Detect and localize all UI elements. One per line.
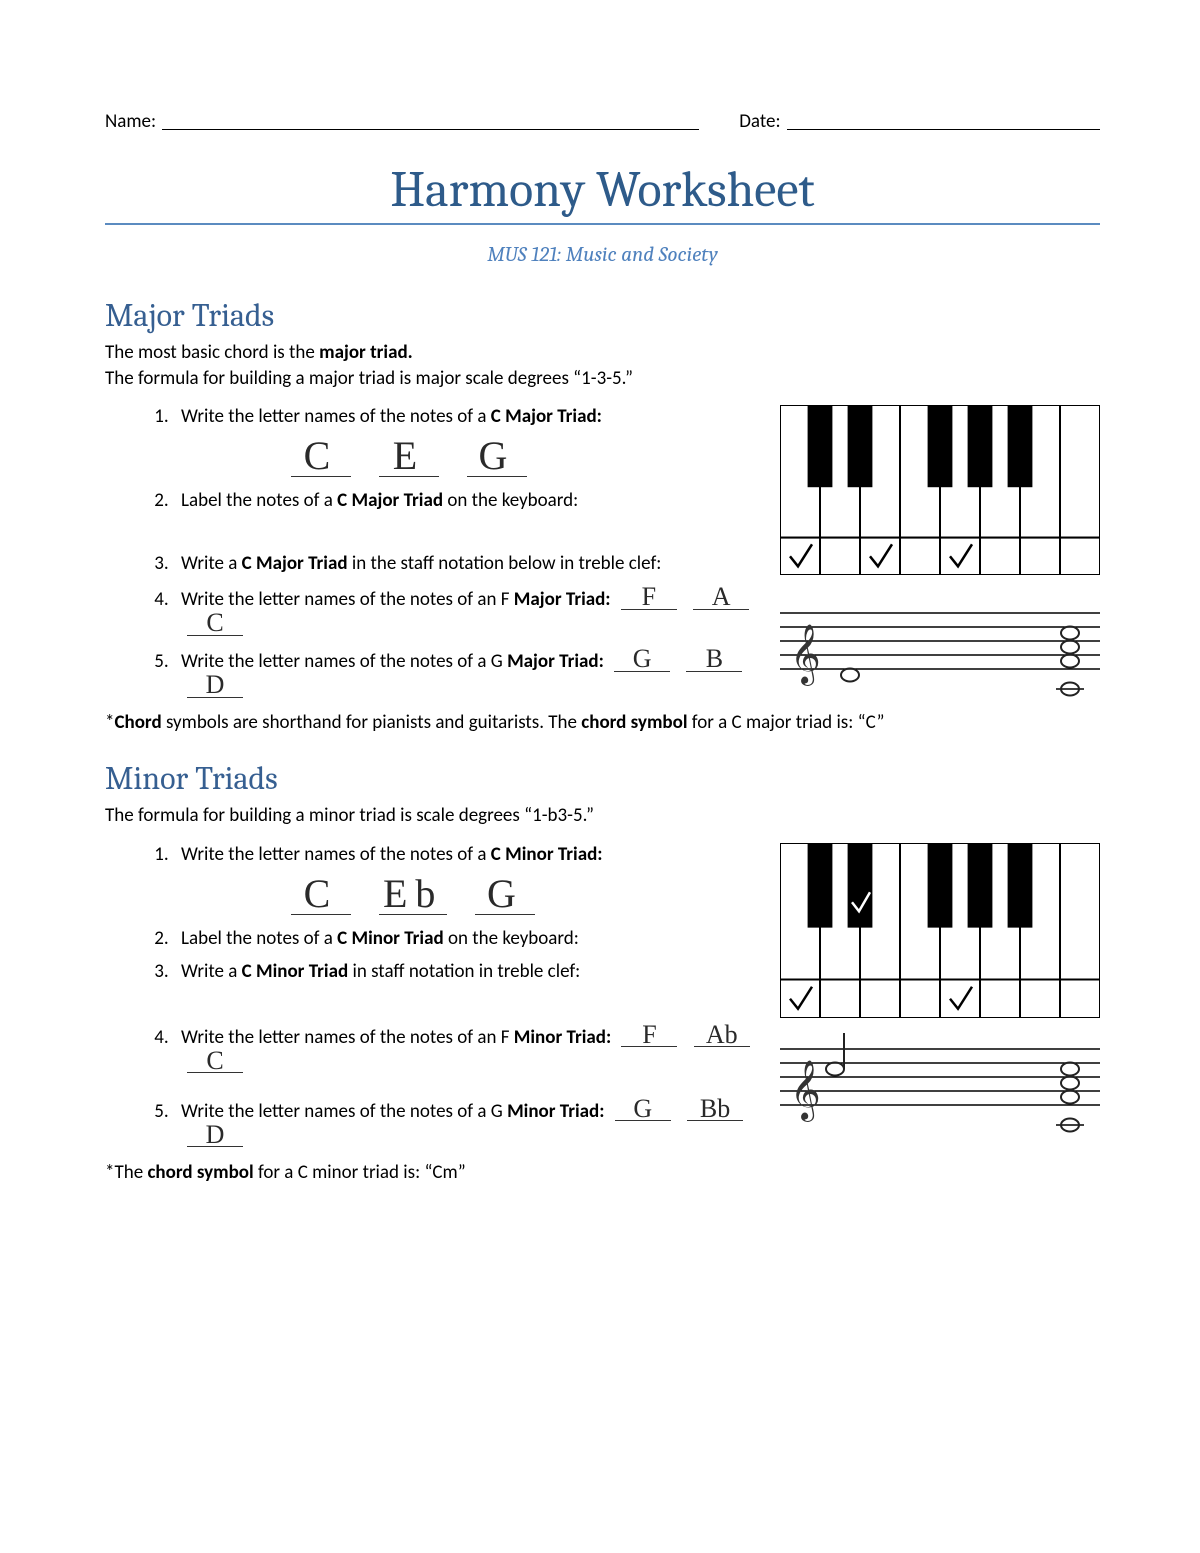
minor-q4: Write the letter names of the notes of a… — [173, 1023, 803, 1087]
svg-text:𝄞: 𝄞 — [790, 1060, 821, 1122]
minor-section: 𝄞 Write the letter names of the notes of… — [105, 843, 1100, 1149]
date-label: Date: — [739, 110, 780, 133]
major-intro-1: The most basic chord is the major triad. — [105, 340, 1100, 366]
major-heading: Major Triads — [105, 297, 1100, 334]
major-intro-2: The formula for building a major triad i… — [105, 366, 1100, 392]
minor-q5: Write the letter names of the notes of a… — [173, 1097, 803, 1149]
staff-minor: 𝄞 — [780, 1031, 1100, 1146]
major-section: 𝄞 Write the letter names of the notes of… — [105, 405, 1100, 699]
major-footnote: *Chord symbols are shorthand for pianist… — [105, 711, 1100, 734]
date-blank[interactable] — [787, 110, 1100, 130]
name-label: Name: — [105, 110, 156, 133]
minor-heading: Minor Triads — [105, 760, 1100, 797]
minor-footnote: *The chord symbol for a C minor triad is… — [105, 1161, 1100, 1184]
svg-text:𝄞: 𝄞 — [790, 624, 821, 686]
name-blank[interactable] — [162, 110, 699, 130]
staff-major: 𝄞 — [780, 595, 1100, 710]
keyboard-major — [780, 405, 1100, 575]
keyboard-minor — [780, 843, 1100, 1018]
title-rule — [105, 223, 1100, 225]
header-row: Name: Date: — [105, 110, 1100, 133]
page-subtitle: MUS 121: Music and Society — [105, 243, 1100, 267]
minor-intro: The formula for building a minor triad i… — [105, 803, 1100, 829]
major-q4: Write the letter names of the notes of a… — [173, 585, 803, 637]
major-q5: Write the letter names of the notes of a… — [173, 647, 803, 699]
page-title: Harmony Worksheet — [105, 161, 1100, 219]
worksheet-page: Name: Date: Harmony Worksheet MUS 121: M… — [0, 0, 1200, 1244]
